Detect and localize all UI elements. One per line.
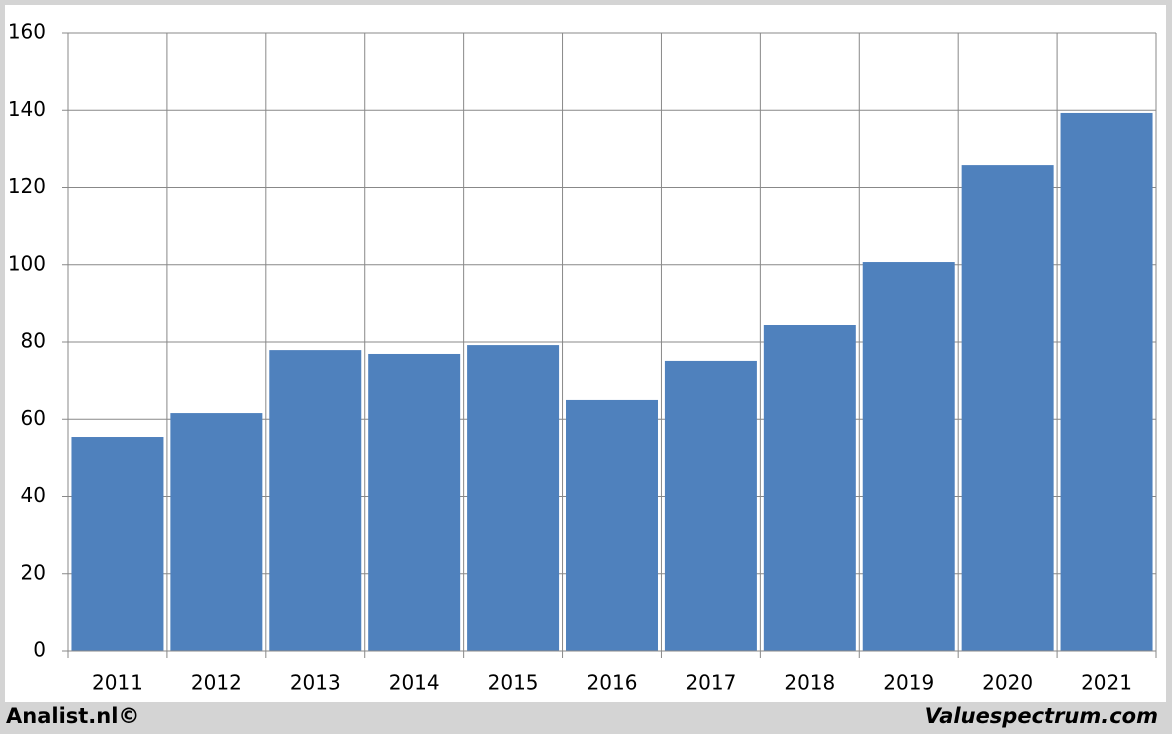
bar: [566, 399, 658, 651]
y-tick-label: 100: [8, 251, 46, 275]
bar: [170, 413, 263, 651]
bar: [1060, 112, 1153, 652]
bar: [269, 350, 362, 651]
x-tick-label: 2018: [784, 671, 835, 695]
x-tick-label: 2014: [389, 671, 440, 695]
x-tick-label: 2019: [883, 671, 934, 695]
y-tick-label: 0: [33, 638, 46, 662]
x-tick-label: 2011: [92, 671, 143, 695]
bar: [961, 165, 1054, 651]
x-tick-label: 2021: [1081, 671, 1132, 695]
footer-left: Analist.nl©: [6, 704, 139, 728]
bar: [763, 325, 856, 651]
y-tick-label: 140: [8, 97, 46, 121]
y-tick-label: 120: [8, 174, 46, 198]
x-tick-label: 2013: [290, 671, 341, 695]
footer-right: Valuespectrum.com: [925, 704, 1158, 728]
y-tick-label: 80: [21, 329, 46, 353]
x-tick-label: 2020: [982, 671, 1033, 695]
y-tick-label: 160: [8, 20, 46, 44]
bar: [71, 437, 164, 651]
y-tick-label: 40: [21, 483, 46, 507]
x-tick-label: 2016: [587, 671, 638, 695]
bar: [862, 262, 955, 651]
bar: [664, 360, 757, 651]
bar: [368, 353, 461, 651]
bar: [467, 345, 560, 651]
y-tick-label: 60: [21, 406, 46, 430]
x-tick-label: 2012: [191, 671, 242, 695]
x-tick-label: 2015: [488, 671, 539, 695]
x-tick-label: 2017: [685, 671, 736, 695]
y-tick-label: 20: [21, 560, 46, 584]
